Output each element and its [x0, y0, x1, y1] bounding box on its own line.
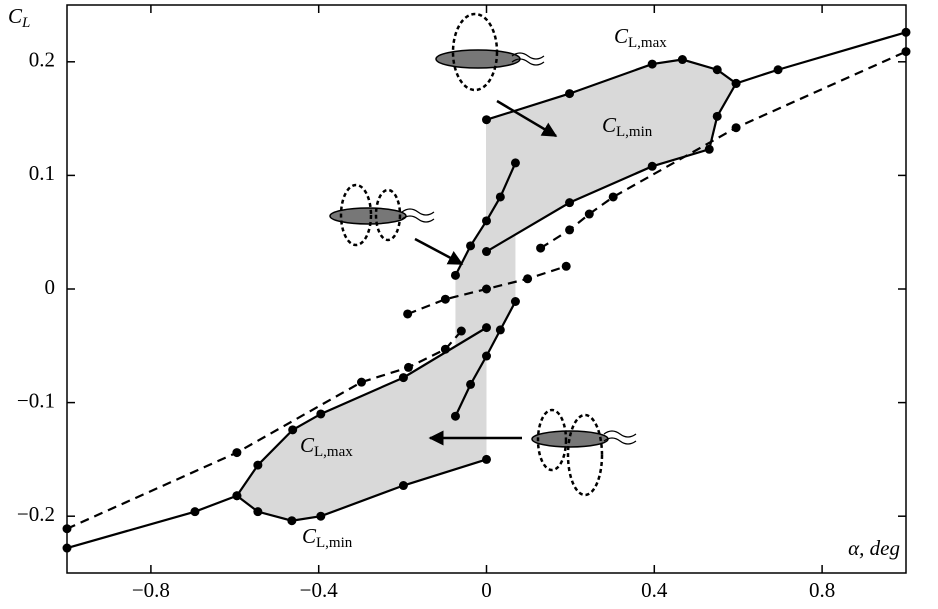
- x-tick-label: 0.8: [809, 578, 835, 602]
- label-base: C: [614, 24, 629, 48]
- data-point: [457, 327, 466, 336]
- data-point: [496, 192, 505, 201]
- x-axis-label: α, deg: [848, 536, 900, 560]
- label: CL: [8, 4, 30, 32]
- x-tick-label: −0.4: [300, 578, 339, 602]
- data-point: [562, 262, 571, 271]
- y-tick-label: 0.2: [29, 48, 55, 72]
- shaded-region: [487, 60, 737, 252]
- data-point: [565, 225, 574, 234]
- data-point: [511, 297, 520, 306]
- label-base: C: [602, 113, 617, 137]
- data-point: [705, 145, 714, 154]
- data-point: [287, 516, 296, 525]
- data-point: [565, 89, 574, 98]
- chart: −0.8−0.400.40.8−0.2−0.100.10.2CLα, degCL…: [0, 0, 938, 609]
- data-point: [511, 158, 520, 167]
- data-point: [441, 295, 450, 304]
- data-point: [482, 285, 491, 294]
- x-tick-label: 0: [481, 578, 492, 602]
- data-point: [774, 65, 783, 74]
- data-point: [732, 123, 741, 132]
- label-base: C: [302, 524, 317, 548]
- x-tick-label: 0.4: [641, 578, 668, 602]
- data-point: [466, 380, 475, 389]
- label-sub: L,max: [314, 444, 353, 460]
- label: CL,min: [302, 524, 353, 552]
- data-point: [253, 461, 262, 470]
- y-tick-label: 0: [45, 275, 56, 299]
- y-tick-label: −0.2: [17, 502, 55, 526]
- label-base: C: [300, 433, 315, 457]
- data-point: [523, 274, 532, 283]
- data-point: [399, 373, 408, 382]
- data-point: [609, 192, 618, 201]
- label-sub: L,min: [316, 535, 353, 551]
- data-point: [482, 352, 491, 361]
- data-point: [482, 115, 491, 124]
- data-point: [713, 112, 722, 121]
- label-sub: L,min: [616, 124, 653, 140]
- data-point: [316, 512, 325, 521]
- data-point: [648, 162, 657, 171]
- label-sub: L: [21, 15, 30, 31]
- data-point: [316, 409, 325, 418]
- label: CL,max: [614, 24, 667, 52]
- data-point: [288, 425, 297, 434]
- data-point: [404, 363, 413, 372]
- data-point: [466, 241, 475, 250]
- x-tick-label: −0.8: [132, 578, 170, 602]
- data-point: [253, 507, 262, 516]
- data-point: [399, 481, 408, 490]
- data-point: [441, 345, 450, 354]
- data-point: [357, 378, 366, 387]
- data-point: [732, 79, 741, 88]
- y-tick-label: 0.1: [29, 161, 55, 185]
- data-point: [190, 507, 199, 516]
- data-point: [496, 325, 505, 334]
- data-point: [648, 60, 657, 69]
- data-point: [482, 455, 491, 464]
- data-point: [451, 412, 460, 421]
- data-point: [403, 309, 412, 318]
- label-sub: L,max: [628, 35, 667, 51]
- data-point: [678, 55, 687, 64]
- data-point: [565, 198, 574, 207]
- data-point: [713, 65, 722, 74]
- data-point: [482, 323, 491, 332]
- data-point: [482, 216, 491, 225]
- label-base: C: [8, 4, 23, 28]
- shaded-region: [237, 328, 487, 521]
- data-point: [232, 491, 241, 500]
- lines: [63, 28, 911, 553]
- y-tick-label: −0.1: [17, 388, 55, 412]
- data-point: [585, 210, 594, 219]
- data-point: [482, 247, 491, 256]
- data-point: [232, 448, 241, 457]
- data-point: [451, 271, 460, 280]
- data-point: [536, 244, 545, 253]
